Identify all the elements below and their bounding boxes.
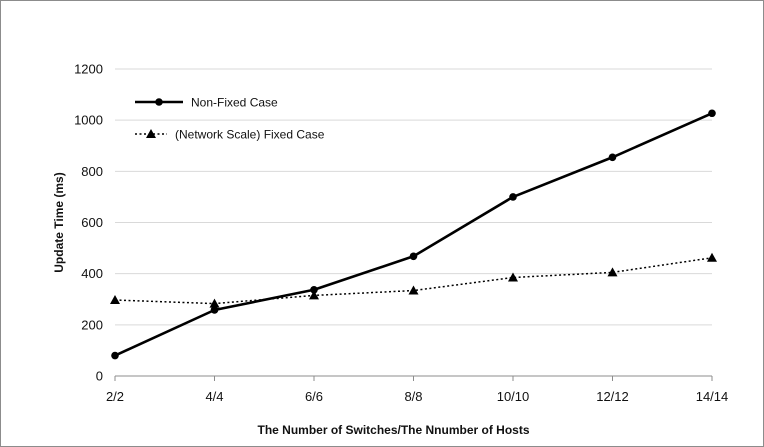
y-tick-label: 1000 bbox=[74, 113, 103, 128]
series-line-fixed bbox=[114, 257, 713, 305]
x-tick-label: 6/6 bbox=[305, 389, 323, 404]
x-tick-label: 4/4 bbox=[205, 389, 223, 404]
legend-circle-marker bbox=[155, 98, 163, 106]
legend-marker-circle bbox=[155, 98, 163, 106]
data-point-triangle bbox=[707, 252, 717, 262]
y-tick-label: 600 bbox=[81, 215, 103, 230]
data-point-circle bbox=[708, 109, 716, 118]
x-tick-label: 2/2 bbox=[106, 389, 124, 404]
data-point-circle bbox=[409, 252, 418, 261]
data-point-triangle bbox=[607, 267, 618, 277]
series-line-non-fixed bbox=[114, 112, 713, 357]
y-tick-label: 400 bbox=[81, 266, 103, 281]
gridlines bbox=[115, 68, 712, 326]
x-tick-label: 14/14 bbox=[696, 389, 729, 404]
legend-triangle-marker bbox=[146, 129, 156, 138]
series-layer bbox=[110, 109, 717, 360]
data-point-circle bbox=[210, 306, 219, 314]
x-tick-labels: 2/2 4/4 6/6 8/8 10/10 12/12 14/14 bbox=[106, 376, 728, 404]
data-point-triangle bbox=[408, 285, 419, 295]
legend: Non-Fixed Case (Network Scale) Fixed Cas… bbox=[135, 96, 325, 142]
y-tick-label: 0 bbox=[96, 369, 103, 384]
x-tick-label: 8/8 bbox=[404, 389, 422, 404]
x-tick-label: 10/10 bbox=[497, 389, 530, 404]
y-tick-labels: 0 200 400 600 800 1000 1200 bbox=[74, 62, 103, 384]
x-axis-title: The Number of Switches/The Nnumber of Ho… bbox=[257, 423, 529, 437]
data-point-triangle bbox=[209, 298, 220, 308]
y-tick-label: 1200 bbox=[74, 62, 103, 77]
legend-label-non-fixed: Non-Fixed Case bbox=[191, 96, 278, 110]
y-axis-title: Update Time (ms) bbox=[52, 172, 66, 272]
data-point-circle bbox=[509, 193, 517, 201]
data-point-triangle bbox=[110, 295, 120, 305]
y-tick-label: 800 bbox=[81, 164, 103, 179]
data-point-circle bbox=[608, 153, 617, 162]
y-tick-label: 200 bbox=[81, 317, 103, 332]
legend-label-fixed: (Network Scale) Fixed Case bbox=[175, 128, 325, 142]
data-point-triangle bbox=[309, 290, 319, 300]
x-tick-label: 12/12 bbox=[596, 389, 629, 404]
series-fixed bbox=[110, 252, 717, 308]
legend-marker-triangle bbox=[146, 129, 156, 138]
series-non-fixed bbox=[111, 109, 716, 360]
data-point-triangle bbox=[508, 272, 518, 282]
data-point-circle bbox=[111, 351, 119, 360]
data-point-circle bbox=[310, 285, 318, 294]
